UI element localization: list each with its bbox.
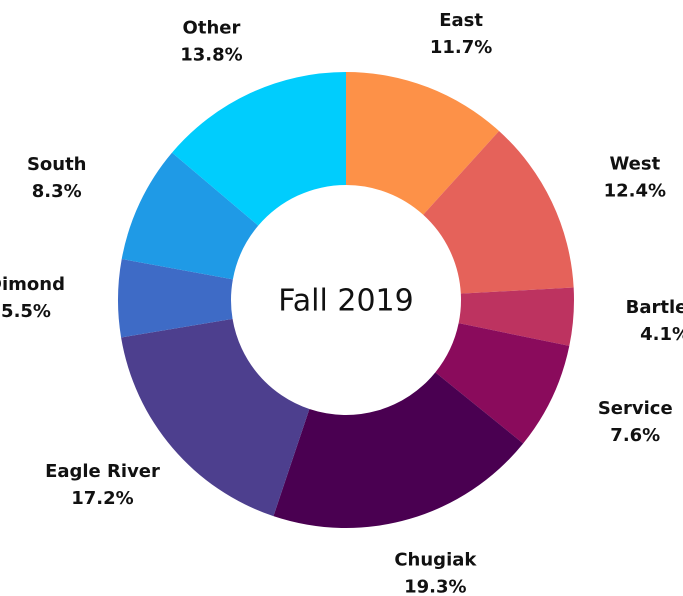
slice-value: 5.5% [1, 301, 51, 322]
donut-slice [435, 323, 570, 444]
slice-name: Other [183, 17, 241, 38]
slice-value: 19.3% [404, 577, 466, 596]
donut-slice [423, 130, 574, 294]
slice-name: Bartlett [626, 297, 683, 318]
slice-value: 4.1% [640, 324, 683, 345]
donut-slice [273, 372, 524, 528]
donut-slice [172, 72, 346, 226]
donut-slice [346, 72, 500, 215]
slice-value: 8.3% [32, 181, 82, 202]
slice-name: South [27, 154, 87, 175]
donut-slice [121, 318, 310, 517]
donut-slice [458, 287, 574, 346]
slice-name: Eagle River [45, 461, 160, 482]
slice-name: Chugiak [394, 550, 477, 571]
slice-name: West [609, 153, 660, 174]
slice-value: 13.8% [180, 44, 242, 65]
donut-slice [117, 258, 233, 338]
slice-name: Dimond [0, 274, 65, 295]
slice-value: 7.6% [610, 425, 660, 446]
slice-value: 17.2% [71, 488, 133, 509]
slice-value: 11.7% [430, 37, 492, 58]
center-label: Fall 2019 [278, 284, 413, 319]
slice-name: East [439, 10, 483, 31]
slice-value: 12.4% [604, 180, 666, 201]
donut-slice [121, 152, 259, 280]
slice-name: Service [598, 398, 673, 419]
